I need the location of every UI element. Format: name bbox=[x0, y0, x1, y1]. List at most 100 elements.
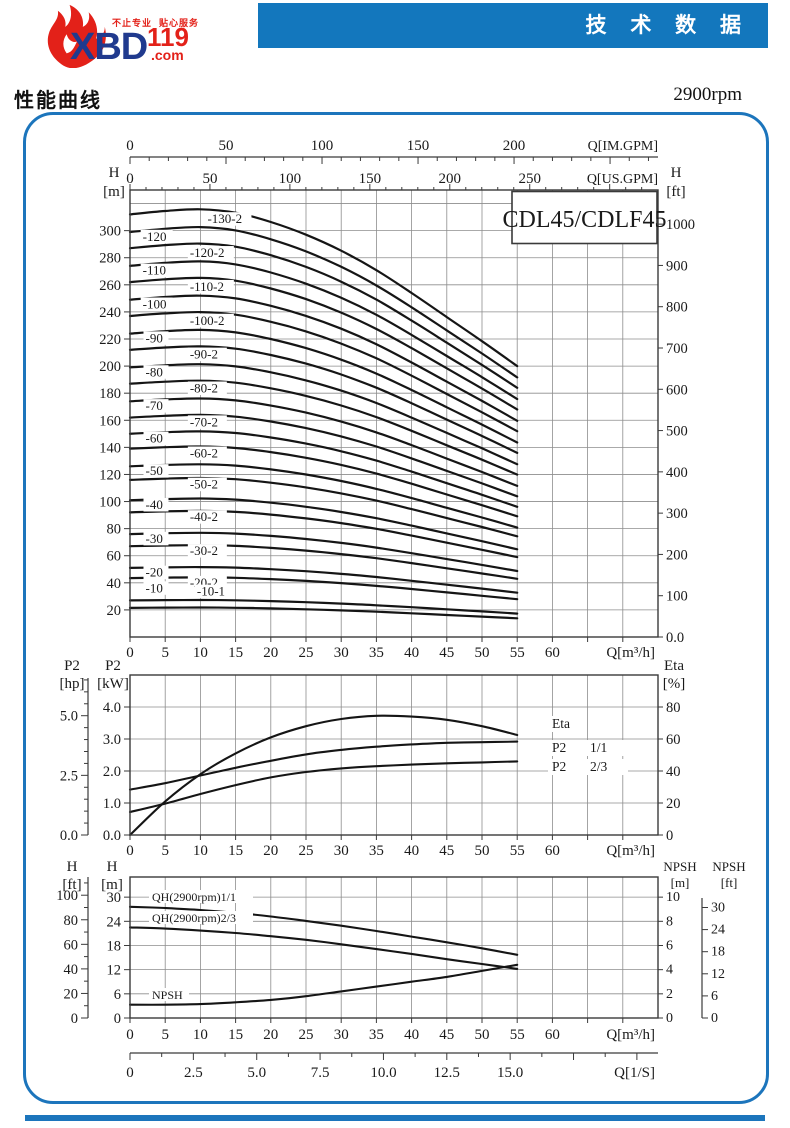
svg-text:2.0: 2.0 bbox=[103, 764, 121, 780]
svg-text:QH(2900rpm)2/3: QH(2900rpm)2/3 bbox=[152, 911, 236, 925]
logo-slogan: 不止专业 贴心服务 bbox=[112, 18, 200, 28]
svg-text:-120-2: -120-2 bbox=[190, 245, 225, 260]
svg-text:Eta: Eta bbox=[552, 716, 570, 731]
svg-text:P2: P2 bbox=[552, 740, 566, 755]
speed-label: 2900rpm bbox=[673, 84, 742, 105]
flame-icon bbox=[47, 4, 106, 68]
svg-text:CDL45/CDLF45: CDL45/CDLF45 bbox=[502, 207, 666, 233]
svg-text:300: 300 bbox=[99, 224, 121, 240]
svg-text:45: 45 bbox=[439, 1027, 454, 1043]
svg-text:900: 900 bbox=[666, 258, 688, 274]
svg-text:100: 100 bbox=[279, 171, 302, 187]
svg-text:240: 240 bbox=[99, 305, 121, 321]
svg-text:40: 40 bbox=[666, 764, 681, 780]
svg-text:[ft]: [ft] bbox=[721, 875, 738, 890]
svg-text:-70-2: -70-2 bbox=[190, 414, 218, 429]
svg-text:-10: -10 bbox=[145, 580, 162, 595]
svg-text:Q[m³/h]: Q[m³/h] bbox=[606, 645, 655, 661]
svg-text:P2: P2 bbox=[552, 759, 566, 774]
svg-text:18: 18 bbox=[711, 945, 725, 960]
svg-text:P2: P2 bbox=[64, 658, 80, 674]
svg-text:3.0: 3.0 bbox=[103, 732, 121, 748]
svg-text:30: 30 bbox=[334, 843, 349, 859]
power-efficiency-chart: Eta P2 1/1 P2 2/3 0.0 1.0 2.0 3.0 4.0 0.0 2.5 5.0 0 20… bbox=[60, 658, 686, 859]
svg-text:Q[1/S]: Q[1/S] bbox=[614, 1065, 655, 1081]
svg-text:25: 25 bbox=[299, 1027, 314, 1043]
svg-text:6: 6 bbox=[114, 987, 121, 1003]
svg-text:[ft]: [ft] bbox=[62, 877, 81, 893]
svg-text:200: 200 bbox=[503, 138, 526, 154]
svg-text:0: 0 bbox=[126, 1065, 134, 1081]
chart-border-box bbox=[23, 112, 769, 1104]
svg-text:0.0: 0.0 bbox=[103, 828, 121, 844]
svg-text:Q[m³/h]: Q[m³/h] bbox=[606, 843, 655, 859]
svg-text:P2: P2 bbox=[105, 658, 121, 674]
svg-text:-60: -60 bbox=[145, 431, 162, 446]
svg-text:-100-2: -100-2 bbox=[190, 313, 225, 328]
svg-text:30: 30 bbox=[334, 1027, 349, 1043]
svg-text:[m]: [m] bbox=[103, 184, 125, 200]
svg-text:6: 6 bbox=[711, 989, 718, 1004]
svg-text:Q[US.GPM]: Q[US.GPM] bbox=[587, 172, 658, 187]
svg-text:H: H bbox=[107, 859, 118, 875]
svg-text:260: 260 bbox=[99, 278, 121, 294]
svg-text:160: 160 bbox=[99, 413, 121, 429]
svg-text:0: 0 bbox=[126, 843, 134, 859]
svg-text:5: 5 bbox=[161, 843, 169, 859]
svg-text:-50-2: -50-2 bbox=[190, 477, 218, 492]
svg-text:5: 5 bbox=[161, 645, 169, 661]
section-title: 性能曲线 bbox=[14, 90, 102, 112]
svg-text:H: H bbox=[67, 859, 78, 875]
svg-text:100: 100 bbox=[666, 589, 688, 605]
svg-text:5: 5 bbox=[161, 1027, 169, 1043]
svg-text:0: 0 bbox=[114, 1011, 121, 1027]
svg-text:6: 6 bbox=[666, 938, 673, 953]
svg-text:0: 0 bbox=[666, 1011, 673, 1026]
svg-text:7.5: 7.5 bbox=[311, 1065, 330, 1081]
svg-text:NPSH: NPSH bbox=[663, 859, 696, 874]
svg-text:60: 60 bbox=[545, 843, 560, 859]
svg-text:-30: -30 bbox=[145, 531, 162, 546]
svg-text:Q[IM.GPM]: Q[IM.GPM] bbox=[588, 139, 658, 154]
bottom-bar bbox=[25, 1115, 765, 1121]
svg-text:0: 0 bbox=[126, 1027, 134, 1043]
svg-text:-110: -110 bbox=[143, 263, 166, 278]
svg-text:40: 40 bbox=[64, 962, 79, 978]
svg-text:1.0: 1.0 bbox=[103, 796, 121, 812]
svg-text:2/3: 2/3 bbox=[590, 759, 608, 774]
svg-text:200: 200 bbox=[439, 171, 462, 187]
svg-text:15: 15 bbox=[228, 843, 243, 859]
svg-text:-70: -70 bbox=[145, 398, 162, 413]
svg-text:35: 35 bbox=[369, 1027, 384, 1043]
svg-text:55: 55 bbox=[510, 843, 525, 859]
svg-text:600: 600 bbox=[666, 382, 688, 398]
svg-text:50: 50 bbox=[475, 645, 490, 661]
svg-text:55: 55 bbox=[510, 645, 525, 661]
svg-text:18: 18 bbox=[107, 938, 122, 954]
svg-text:12: 12 bbox=[711, 967, 725, 982]
svg-text:80: 80 bbox=[666, 700, 681, 716]
svg-text:10: 10 bbox=[193, 843, 208, 859]
svg-text:-10-1: -10-1 bbox=[197, 584, 225, 599]
svg-text:NPSH: NPSH bbox=[712, 859, 745, 874]
svg-text:50: 50 bbox=[202, 171, 217, 187]
svg-text:800: 800 bbox=[666, 300, 688, 316]
svg-text:50: 50 bbox=[475, 1027, 490, 1043]
head-capacity-chart: -130-2-120-120-2-110-110-2-100-100-2-90-… bbox=[99, 138, 695, 661]
svg-text:Eta: Eta bbox=[664, 658, 684, 674]
svg-text:-130-2: -130-2 bbox=[207, 211, 242, 226]
svg-text:[m]: [m] bbox=[671, 875, 690, 890]
svg-text:700: 700 bbox=[666, 341, 688, 357]
svg-text:-110-2: -110-2 bbox=[190, 279, 224, 294]
svg-text:40: 40 bbox=[404, 1027, 419, 1043]
svg-text:15: 15 bbox=[228, 1027, 243, 1043]
svg-text:140: 140 bbox=[99, 440, 121, 456]
svg-text:120: 120 bbox=[99, 467, 121, 483]
svg-text:8: 8 bbox=[666, 914, 673, 929]
svg-text:500: 500 bbox=[666, 424, 688, 440]
svg-text:-20: -20 bbox=[145, 565, 162, 580]
svg-text:-90-2: -90-2 bbox=[190, 347, 218, 362]
logo: 不止专业 贴心服务 XBD 119 .com bbox=[0, 0, 240, 80]
